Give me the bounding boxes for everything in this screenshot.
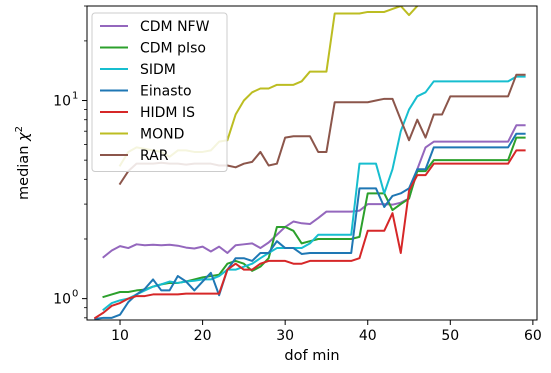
legend-label-sidm: SIDM [140, 62, 176, 78]
y-tick-label-exponent: 1 [72, 91, 78, 102]
y-axis-label: median χ2 [14, 126, 32, 200]
y-tick-label: 10 [53, 292, 71, 308]
series-line-einasto [94, 132, 526, 320]
legend-label-rar: RAR [140, 148, 169, 164]
legend-label-hidm-is: HIDM IS [140, 105, 195, 121]
legend-label-cdm-nfw: CDM NFW [140, 19, 210, 35]
x-tick-label: 40 [359, 328, 377, 344]
legend-label-cdm-piso: CDM pIso [140, 41, 206, 57]
legend-label-mond: MOND [140, 127, 184, 143]
legend: CDM NFW CDM pIso SIDM Einasto HIDM IS MOND RAR [91, 12, 228, 172]
y-tick-label: 10 [53, 94, 71, 110]
y-tick-label-exponent: 0 [72, 289, 78, 300]
legend-box [91, 12, 228, 172]
x-axis-label: dof min [284, 348, 339, 364]
legend-label-einasto: Einasto [140, 84, 192, 100]
plot-frame [86, 5, 538, 321]
x-tick-label: 10 [111, 328, 129, 344]
series-line-cdm-nfw [102, 124, 526, 259]
series-line-hidm-is [93, 149, 526, 320]
x-tick-label: 50 [441, 328, 459, 344]
x-tick-label: 30 [276, 328, 294, 344]
x-tick-label: 60 [524, 328, 542, 344]
x-tick-label: 20 [194, 328, 212, 344]
